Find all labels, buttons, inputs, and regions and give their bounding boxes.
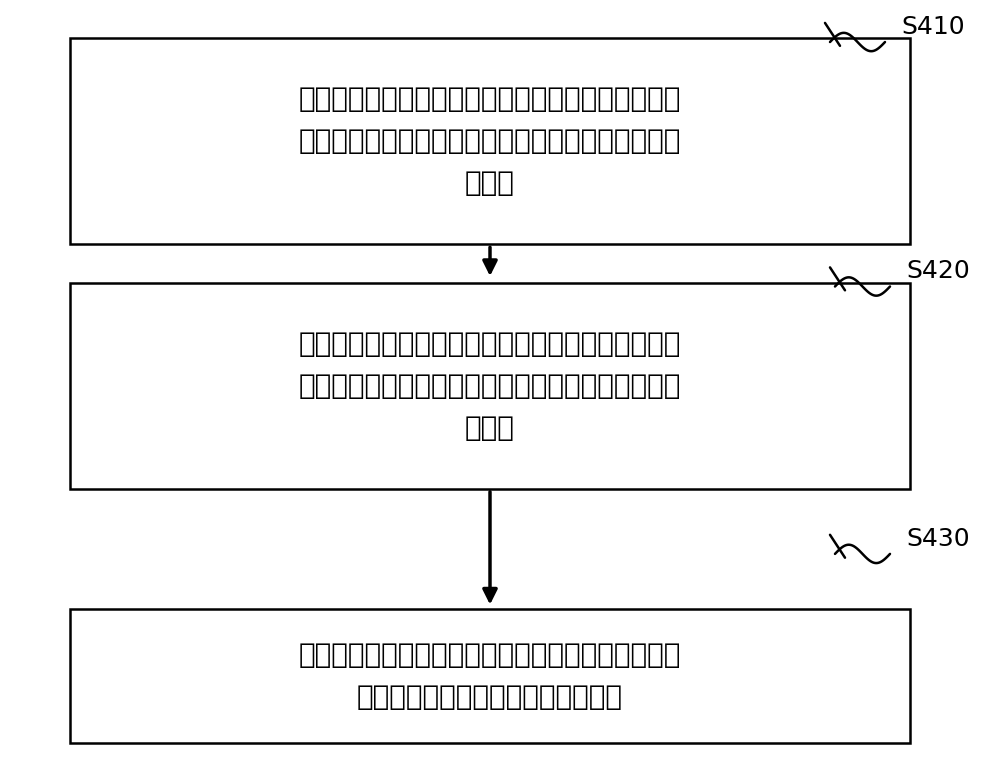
Text: S410: S410	[901, 15, 965, 39]
Text: 根据所述操动前局放量和所述操动后局放量，确定所: 根据所述操动前局放量和所述操动后局放量，确定所	[299, 641, 681, 669]
Text: S420: S420	[906, 259, 970, 283]
FancyBboxPatch shape	[70, 38, 910, 244]
Text: 根据所述操动后局放信号，确定操动所述第一断路器: 根据所述操动后局放信号，确定操动所述第一断路器	[299, 330, 681, 358]
Text: 述气体绵缘变电站是否存在金属微粒: 述气体绵缘变电站是否存在金属微粒	[357, 683, 623, 711]
FancyBboxPatch shape	[70, 283, 910, 489]
FancyBboxPatch shape	[70, 610, 910, 743]
Text: 之后所述气体绵缘变电站的局部放电量，得到操动后: 之后所述气体绵缘变电站的局部放电量，得到操动后	[299, 372, 681, 400]
Text: 局放量: 局放量	[465, 414, 515, 442]
Text: 根据所述操动前局放信号，确定操动所述第一断路器: 根据所述操动前局放信号，确定操动所述第一断路器	[299, 86, 681, 113]
Text: S430: S430	[906, 526, 970, 551]
Text: 之前所述气体绵缘变电站的局部放电量，得到操动前: 之前所述气体绵缘变电站的局部放电量，得到操动前	[299, 128, 681, 155]
Text: 局放量: 局放量	[465, 170, 515, 197]
